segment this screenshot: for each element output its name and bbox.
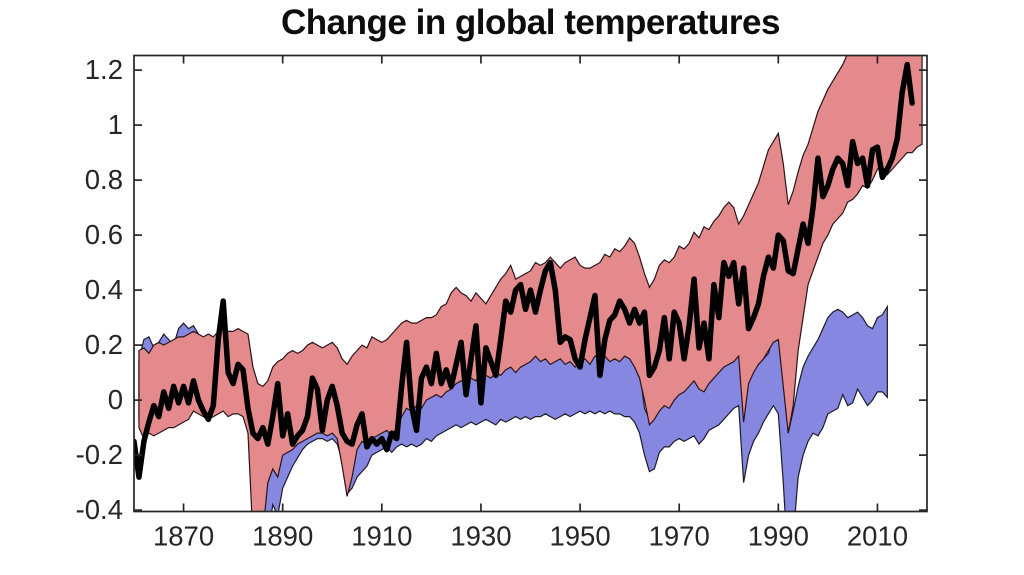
y-tick-label: 0	[108, 384, 123, 415]
tick-marks	[134, 55, 927, 512]
x-tick-label: 1890	[252, 521, 313, 552]
x-axis-tick-labels: 1870 1890 1910 1930 1950 1970 1990 2010	[153, 521, 908, 552]
y-tick-label: -0.4	[76, 494, 123, 525]
x-tick-label: 1930	[450, 521, 511, 552]
y-tick-label: 1	[108, 109, 123, 140]
y-axis-tick-labels: -0.4 -0.2 0 0.2 0.4 0.6 0.8 1 1.2	[76, 54, 123, 525]
x-tick-label: 1870	[153, 521, 214, 552]
x-tick-label: 1950	[549, 521, 610, 552]
x-tick-label: 2010	[847, 521, 908, 552]
x-tick-label: 1970	[649, 521, 710, 552]
x-tick-label: 1910	[351, 521, 412, 552]
y-tick-label: 0.8	[85, 164, 123, 195]
plot-box	[133, 54, 928, 513]
y-tick-label: 0.6	[85, 219, 123, 250]
observed-temperature-line	[134, 61, 915, 480]
y-tick-label: 1.2	[85, 54, 123, 85]
axes: 1870 1890 1910 1930 1950 1970 1990 2010 -0.4-0.…	[76, 54, 928, 552]
y-tick-label: 0.4	[85, 274, 123, 305]
plot-series	[134, 55, 923, 512]
y-tick-label: 0.2	[85, 329, 123, 360]
x-tick-label: 1990	[748, 521, 809, 552]
anthropogenic-plus-natural-band	[138, 55, 923, 512]
y-tick-label: -0.2	[76, 439, 123, 470]
chart-title: Change in global temperatures	[281, 3, 780, 42]
